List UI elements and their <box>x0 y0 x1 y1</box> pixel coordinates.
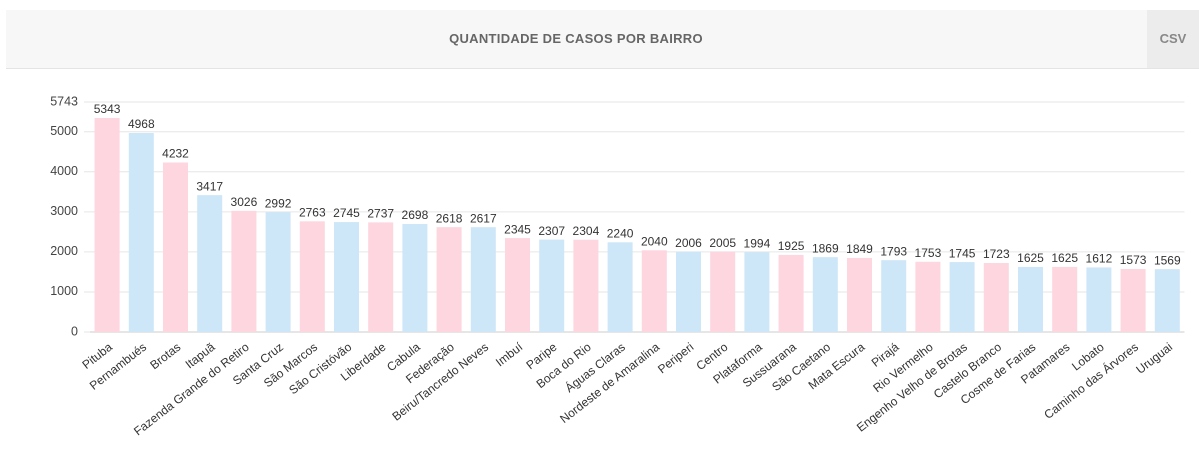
bar <box>710 251 736 332</box>
value-label: 2345 <box>504 222 531 236</box>
bar <box>539 239 565 332</box>
value-label: 1573 <box>1120 253 1147 267</box>
header: QUANTIDADE DE CASOS POR BAIRRO CSV <box>6 10 1199 69</box>
bar <box>197 195 223 332</box>
value-label: 1625 <box>1051 251 1078 265</box>
value-label: 2745 <box>333 206 360 220</box>
bar <box>231 210 257 332</box>
x-tick-label: Brotas <box>147 340 183 372</box>
bar <box>505 238 530 332</box>
bar <box>1018 266 1043 332</box>
bar <box>607 242 633 332</box>
value-label: 4968 <box>128 117 155 131</box>
value-label: 5343 <box>94 102 121 116</box>
value-label: 1793 <box>880 244 907 258</box>
value-label: 1745 <box>949 246 976 260</box>
y-tick-label: 0 <box>71 324 78 338</box>
bar <box>641 250 667 332</box>
bar <box>470 227 496 332</box>
bar <box>812 257 838 332</box>
bar <box>163 162 188 332</box>
bar <box>299 221 325 332</box>
value-label: 3026 <box>231 195 258 209</box>
bar <box>949 262 975 332</box>
y-tick-label: 5000 <box>50 124 78 138</box>
value-label: 4232 <box>162 147 189 161</box>
bar <box>881 260 907 332</box>
bar <box>1120 269 1146 332</box>
bar <box>676 251 701 332</box>
bar <box>1052 266 1078 332</box>
y-tick-label: 1000 <box>50 284 78 298</box>
value-label: 2240 <box>607 226 634 240</box>
bar <box>778 254 804 332</box>
bar <box>436 227 462 332</box>
bar <box>1086 267 1112 332</box>
value-label: 2304 <box>573 224 600 238</box>
value-label: 1753 <box>915 246 942 260</box>
bar <box>128 133 154 332</box>
value-label: 1612 <box>1086 252 1113 266</box>
bar <box>573 239 599 332</box>
bar <box>983 262 1009 332</box>
csv-button[interactable]: CSV <box>1147 10 1199 68</box>
bar <box>265 212 291 332</box>
bar <box>368 222 394 332</box>
value-label: 2992 <box>265 196 292 210</box>
bar <box>915 261 941 332</box>
value-label: 2763 <box>299 206 326 220</box>
value-label: 2617 <box>470 211 497 225</box>
x-tick-label: Periperi <box>655 340 696 376</box>
bar <box>1154 269 1180 332</box>
value-label: 2005 <box>709 236 736 250</box>
x-tick-label: Uruguai <box>1133 340 1175 377</box>
value-label: 1994 <box>744 236 771 250</box>
value-label: 2737 <box>367 207 394 221</box>
bar <box>847 257 872 332</box>
bar <box>744 252 770 332</box>
bar <box>94 118 120 332</box>
bar <box>334 222 359 332</box>
x-tick-label: Imbuí <box>493 339 526 369</box>
value-label: 3417 <box>196 179 223 193</box>
bar <box>402 223 428 332</box>
value-label: 1723 <box>983 247 1010 261</box>
value-label: 2040 <box>641 234 668 248</box>
value-label: 2006 <box>675 236 702 250</box>
value-label: 1869 <box>812 241 839 255</box>
y-tick-label: 4000 <box>50 164 78 178</box>
chart-title: QUANTIDADE DE CASOS POR BAIRRO <box>449 31 703 46</box>
value-label: 2698 <box>402 208 429 222</box>
value-label: 2307 <box>538 224 565 238</box>
value-label: 1849 <box>846 242 873 256</box>
y-tick-label: 5743 <box>50 94 78 108</box>
value-label: 1569 <box>1154 253 1181 267</box>
value-label: 2618 <box>436 211 463 225</box>
value-label: 1625 <box>1017 251 1044 265</box>
value-label: 1925 <box>778 239 805 253</box>
y-tick-label: 2000 <box>50 244 78 258</box>
y-tick-label: 3000 <box>50 204 78 218</box>
